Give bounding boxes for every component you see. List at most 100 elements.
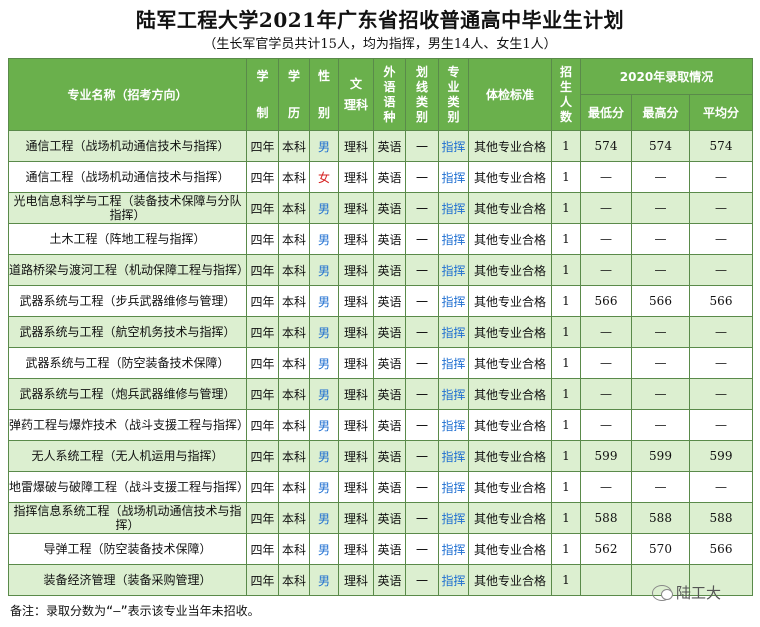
cell-wenli: 理科 [338, 316, 374, 348]
cell-major: 通信工程（战场机动通信技术与指挥） [8, 130, 247, 162]
cell-xuezhi: 四年 [246, 223, 279, 255]
cell-xuezhi: 四年 [246, 254, 279, 286]
cell-max: — [631, 409, 690, 441]
cell-line: 一 [405, 223, 439, 255]
header-line: 划线类别 [405, 58, 439, 131]
cell-quota: 1 [551, 161, 581, 193]
table-row: 指挥信息系统工程（战场机动通信技术与指挥） 四年 本科男理科 英语一指挥 其他专业合格 1… [8, 502, 753, 534]
cell-line: 一 [405, 502, 439, 534]
header-lang: 外语语种 [373, 58, 406, 131]
cell-min [580, 564, 632, 596]
cell-gender: 男 [309, 409, 339, 441]
cell-major: 弹药工程与爆炸技术（战斗支援工程与指挥） [8, 409, 247, 441]
header-max: 最高分 [631, 94, 690, 131]
cell-avg: 574 [689, 130, 753, 162]
cell-line: 一 [405, 409, 439, 441]
cell-line: 一 [405, 316, 439, 348]
cell-physical: 其他专业合格 [468, 440, 552, 472]
header-type: 专业类别 [438, 58, 469, 131]
cell-xueli: 本科 [278, 161, 310, 193]
cell-xueli: 本科 [278, 409, 310, 441]
cell-xueli: 本科 [278, 378, 310, 410]
cell-max: — [631, 254, 690, 286]
cell-max: — [631, 223, 690, 255]
cell-avg: — [689, 378, 753, 410]
cell-gender: 男 [309, 440, 339, 472]
cell-avg: 566 [689, 285, 753, 317]
cell-avg: — [689, 347, 753, 379]
cell-major: 导弹工程（防空装备技术保障） [8, 533, 247, 565]
cell-line: 一 [405, 378, 439, 410]
watermark: 陆工大 [652, 582, 721, 603]
cell-lang: 英语 [373, 161, 406, 193]
cell-avg: — [689, 254, 753, 286]
cell-gender: 男 [309, 192, 339, 224]
cell-quota: 1 [551, 378, 581, 410]
cell-min: — [580, 347, 632, 379]
cell-quota: 1 [551, 502, 581, 534]
wechat-icon [652, 584, 673, 601]
cell-lang: 英语 [373, 347, 406, 379]
cell-min: — [580, 254, 632, 286]
cell-gender: 男 [309, 223, 339, 255]
cell-max: 599 [631, 440, 690, 472]
cell-gender: 男 [309, 130, 339, 162]
table-row: 武器系统与工程（炮兵武器维修与管理） 四年 本科男理科 英语一指挥 其他专业合格 1— — — [8, 378, 753, 410]
cell-xueli: 本科 [278, 316, 310, 348]
cell-min: 566 [580, 285, 632, 317]
cell-wenli: 理科 [338, 161, 374, 193]
cell-xuezhi: 四年 [246, 502, 279, 534]
cell-gender: 男 [309, 471, 339, 503]
cell-wenli: 理科 [338, 285, 374, 317]
cell-wenli: 理科 [338, 533, 374, 565]
cell-type: 指挥 [438, 161, 469, 193]
cell-xuezhi: 四年 [246, 347, 279, 379]
cell-quota: 1 [551, 409, 581, 441]
cell-min: 599 [580, 440, 632, 472]
table-row: 通信工程（战场机动通信技术与指挥） 四年 本科男理科 英语一指挥 其他专业合格 1 574 5… [8, 130, 753, 162]
cell-major: 装备经济管理（装备采购管理） [8, 564, 247, 596]
cell-type: 指挥 [438, 316, 469, 348]
enrollment-table: 专业名称（招考方向） 学制 学历 性别 文理科 外语语种 划线类别 专业类别 体… [8, 58, 753, 596]
cell-line: 一 [405, 192, 439, 224]
cell-lang: 英语 [373, 533, 406, 565]
cell-type: 指挥 [438, 192, 469, 224]
cell-quota: 1 [551, 130, 581, 162]
cell-quota: 1 [551, 471, 581, 503]
cell-major: 武器系统与工程（防空装备技术保障） [8, 347, 247, 379]
table-row: 导弹工程（防空装备技术保障） 四年 本科男理科 英语一指挥 其他专业合格 1 562 570 5… [8, 533, 753, 565]
cell-wenli: 理科 [338, 440, 374, 472]
cell-avg: 566 [689, 533, 753, 565]
cell-quota: 1 [551, 316, 581, 348]
table-row: 道路桥梁与渡河工程（机动保障工程与指挥） 四年 本科男理科 英语一指挥 其他专业合格 1—… [8, 254, 753, 286]
cell-min: 574 [580, 130, 632, 162]
cell-major: 土木工程（阵地工程与指挥） [8, 223, 247, 255]
footnote: 备注：录取分数为“—”表示该专业当年未招收。 [10, 604, 260, 618]
cell-gender: 男 [309, 564, 339, 596]
cell-gender: 男 [309, 378, 339, 410]
cell-xuezhi: 四年 [246, 378, 279, 410]
cell-xuezhi: 四年 [246, 564, 279, 596]
cell-physical: 其他专业合格 [468, 564, 552, 596]
cell-min: 588 [580, 502, 632, 534]
cell-wenli: 理科 [338, 564, 374, 596]
cell-xuezhi: 四年 [246, 316, 279, 348]
cell-type: 指挥 [438, 440, 469, 472]
cell-xuezhi: 四年 [246, 471, 279, 503]
cell-lang: 英语 [373, 254, 406, 286]
cell-max: 588 [631, 502, 690, 534]
cell-physical: 其他专业合格 [468, 378, 552, 410]
cell-max: — [631, 161, 690, 193]
cell-line: 一 [405, 533, 439, 565]
cell-line: 一 [405, 130, 439, 162]
header-xuezhi: 学制 [246, 58, 279, 131]
cell-gender: 男 [309, 254, 339, 286]
table-row: 无人系统工程（无人机运用与指挥） 四年 本科男理科 英语一指挥 其他专业合格 1 599 59… [8, 440, 753, 472]
cell-major: 武器系统与工程（航空机务技术与指挥） [8, 316, 247, 348]
cell-min: — [580, 161, 632, 193]
cell-quota: 1 [551, 223, 581, 255]
cell-type: 指挥 [438, 409, 469, 441]
cell-avg: — [689, 409, 753, 441]
cell-wenli: 理科 [338, 192, 374, 224]
cell-xuezhi: 四年 [246, 192, 279, 224]
